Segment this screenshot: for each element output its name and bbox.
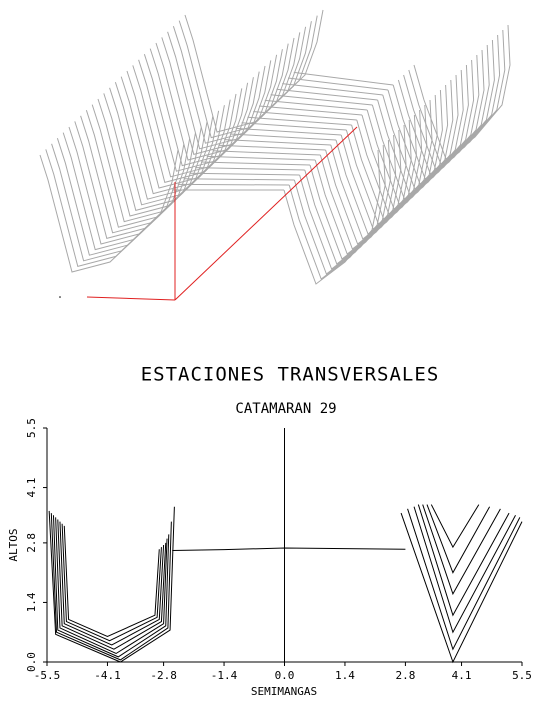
deck-line [195, 168, 305, 170]
drawing: ESTACIONES TRANSVERSALES CATAMARAN 29 SE… [0, 0, 536, 702]
station-line [60, 522, 164, 645]
y-axis-label: ALTOS [7, 528, 20, 561]
x-tick-label: 0.0 [275, 669, 295, 682]
station-line [49, 507, 174, 662]
y-tick-label: 2.8 [25, 533, 38, 553]
deck-line [282, 84, 383, 95]
deck-line [230, 134, 336, 140]
chart-subtitle: CATAMARAN 29 [235, 401, 336, 417]
x-tick-label: 4.1 [452, 669, 472, 682]
y-tick-label: 4.1 [25, 478, 38, 498]
deck-line [189, 173, 299, 175]
station-line [401, 513, 522, 662]
deck-line [265, 100, 367, 110]
x-axis-label: SEMIMANGAS [251, 685, 317, 698]
deck-line [288, 78, 388, 90]
station-line [418, 505, 509, 616]
station-line [64, 526, 159, 637]
deck-line [236, 128, 341, 135]
y-tick-label: 1.4 [25, 592, 38, 612]
deck-line [213, 151, 321, 155]
station-line [172, 548, 405, 551]
x-tick-label: 2.8 [395, 669, 415, 682]
station-line [58, 519, 166, 649]
deck-line [224, 140, 331, 145]
hull-wireframe [40, 10, 510, 284]
deck-line [201, 162, 310, 165]
station-line [51, 513, 171, 660]
station-line [53, 515, 168, 657]
x-tick-label: -4.1 [94, 669, 121, 682]
y-tick-label: 0.0 [25, 652, 38, 672]
x-tick-label: 5.5 [512, 669, 532, 682]
y-tick-label: 5.5 [25, 418, 38, 438]
axis-line [87, 297, 175, 300]
deck-line [184, 179, 295, 180]
station-line [431, 505, 479, 548]
page: ESTACIONES TRANSVERSALES CATAMARAN 29 SE… [0, 0, 536, 702]
deck-line [294, 72, 393, 85]
deck-line [276, 89, 377, 100]
axes-3d [87, 127, 357, 300]
station-line [56, 517, 167, 653]
x-tick-label: -2.8 [150, 669, 177, 682]
chart-title: ESTACIONES TRANSVERSALES [141, 364, 440, 386]
dot [59, 296, 61, 298]
deck-line [218, 145, 325, 150]
x-tick-label: -1.4 [211, 669, 238, 682]
deck-line [271, 95, 373, 105]
deck-line [207, 156, 315, 160]
deck-line [178, 184, 289, 185]
x-tick-label: 1.4 [335, 669, 355, 682]
